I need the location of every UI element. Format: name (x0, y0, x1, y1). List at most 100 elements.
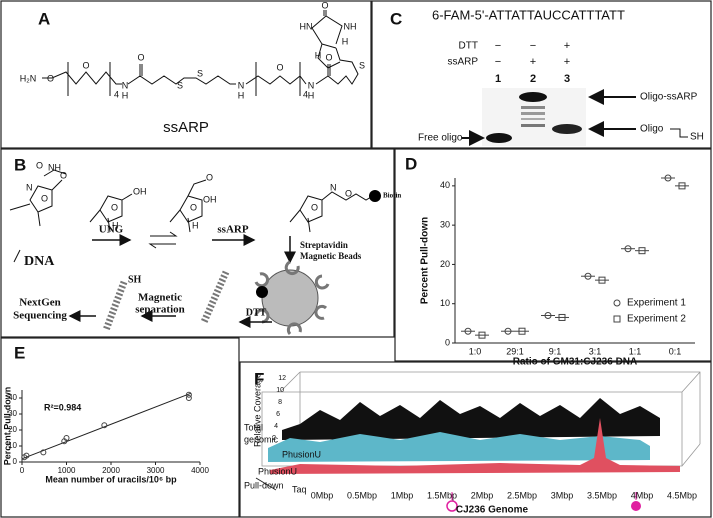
scheme-label: ssARP (217, 224, 248, 236)
marker (544, 312, 552, 319)
x-tick-label: 0:1 (669, 346, 682, 356)
marker (638, 247, 646, 255)
marker (598, 276, 606, 284)
x-tick-label: 4Mbp (631, 490, 654, 500)
point (63, 435, 70, 441)
atom: S (359, 60, 365, 70)
marker (624, 245, 632, 253)
x-tick-label: 3:1 (589, 346, 602, 356)
condition: − (495, 40, 501, 52)
y-axis-label: Relative Coverage (252, 373, 262, 447)
chem: O (206, 172, 213, 182)
gel (482, 88, 586, 146)
chem: OH (203, 194, 217, 204)
x-tick-label: 0Mbp (311, 490, 334, 500)
y-axis-label: Percent Pull-down (2, 387, 12, 466)
atom: N (238, 80, 245, 90)
x-tick-label: 2.5Mbp (507, 490, 537, 500)
x-axis-label: CJ236 Genome (456, 505, 529, 516)
y-tick-label: 0 (13, 457, 18, 466)
atom: H (238, 90, 245, 100)
y-tick-label: 4 (274, 423, 278, 430)
legend-label: Experiment 1 (627, 298, 686, 309)
x-tick-label: 9:1 (549, 346, 562, 356)
panel-label: F (254, 369, 264, 388)
lane-number: 2 (530, 73, 536, 85)
legend-label: Experiment 2 (627, 314, 686, 325)
y-tick-label: 6 (276, 411, 280, 418)
marker (584, 272, 592, 280)
row-label: PhusionU (282, 449, 321, 459)
atom: 4 (114, 89, 119, 99)
x-tick-label: 4000 (191, 466, 209, 475)
atom: O (82, 60, 89, 70)
atom: H (308, 90, 315, 100)
scheme-label: separation (135, 304, 185, 316)
atom: N (122, 80, 129, 90)
x-tick-label: 2000 (102, 466, 120, 475)
y-tick-label: 20 (8, 425, 17, 434)
scheme-label: DTT (246, 307, 267, 318)
row-label: Taq (292, 484, 307, 494)
atom: O (137, 52, 144, 62)
panel-a-frame (0, 0, 372, 149)
coverage-plot (255, 371, 701, 512)
chem: O (41, 193, 48, 203)
band-label: SH (690, 132, 704, 143)
marker (558, 313, 566, 321)
y-tick-label: 30 (8, 409, 17, 418)
x-tick-label: 1000 (58, 466, 76, 475)
panel-b-frame (0, 148, 395, 338)
marker (613, 315, 621, 323)
point (23, 452, 30, 459)
condition: − (530, 40, 536, 52)
y-tick-label: 2 (272, 435, 276, 442)
y-tick-label: 30 (440, 220, 450, 230)
band-label: Free oligo (418, 133, 463, 144)
row-label: PhusionU (258, 466, 297, 476)
chem: N (330, 182, 337, 192)
row-label: ssARP (447, 57, 478, 68)
chem: O (111, 202, 118, 212)
atom: H (315, 50, 322, 60)
panel-label: C (390, 9, 402, 28)
panel-label: A (38, 9, 50, 28)
condition: − (495, 56, 501, 68)
x-tick-label: 3000 (147, 466, 165, 475)
scheme-label: Streptavidin (300, 240, 348, 250)
chem: O (345, 188, 352, 198)
panel-label: B (14, 155, 26, 174)
row-label: DTT (459, 41, 478, 52)
scheme-label: SH (128, 274, 142, 285)
sequence: 6-FAM-5'-ATTATTAUCCATTTATT (432, 7, 625, 22)
lane-number: 1 (495, 73, 501, 85)
marker (464, 327, 472, 335)
x-axis-label: Ratio of GM31:CJ236 DNA (513, 357, 637, 368)
atom: O (325, 52, 332, 62)
point (185, 395, 192, 401)
chem: OH (133, 186, 147, 196)
scheme-label: UNG (99, 224, 124, 236)
x-ticks: 0Mbp 0.5Mbp 1Mbp 1.5Mbp 2Mbp 2.5Mbp 3Mbp 3.5Mbp… (311, 490, 697, 500)
y-tick-label: 0 (445, 337, 450, 347)
y-tick-label: 8 (278, 399, 282, 406)
scheme-label: Sequencing (13, 310, 67, 322)
x-tick-label: 2Mbp (471, 490, 494, 500)
atom: O (276, 62, 283, 72)
atom: O (47, 73, 54, 83)
y-tick-label: 10 (440, 298, 450, 308)
row-label: genomic (244, 434, 279, 444)
scheme-label: Magnetic Beads (300, 251, 362, 261)
marker (518, 327, 526, 335)
x-tick-label: 0.5Mbp (347, 490, 377, 500)
atom: N (308, 80, 315, 90)
marker (678, 182, 686, 190)
x-tick-label: 1.5Mbp (427, 490, 457, 500)
chem: O (311, 202, 318, 212)
scheme-label: NextGen (19, 297, 61, 309)
x-tick-label: 1Mbp (391, 490, 414, 500)
marker (613, 299, 621, 307)
chem: H (112, 220, 119, 230)
structure (42, 10, 359, 96)
